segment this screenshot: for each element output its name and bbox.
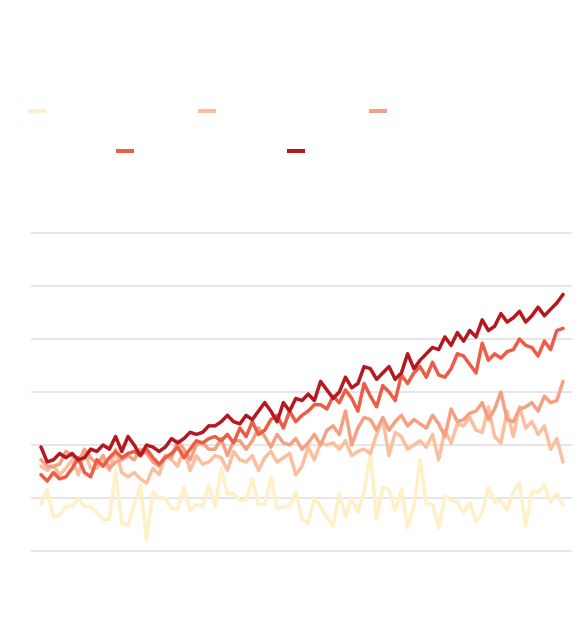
series-lines	[39, 292, 565, 543]
series-line-3	[39, 326, 565, 483]
series-line-4	[39, 292, 565, 464]
series-line-1	[39, 405, 565, 485]
series-line-0	[39, 451, 565, 543]
legend	[28, 109, 387, 153]
